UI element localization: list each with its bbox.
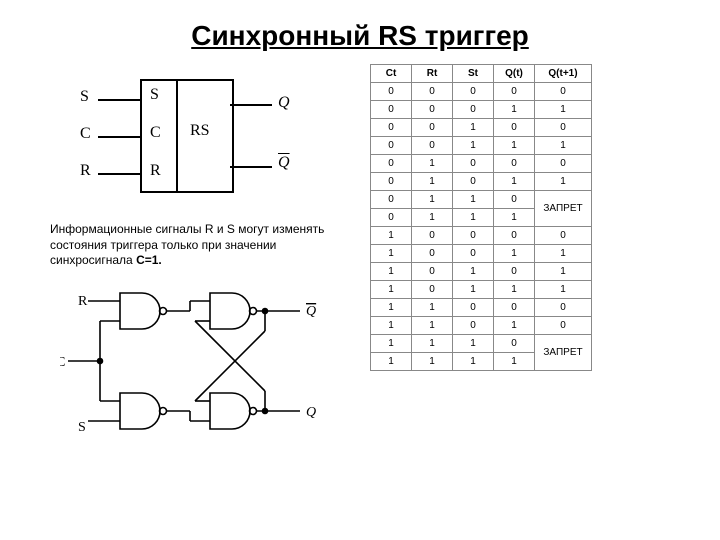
truth-table: CtRtStQ(t)Q(t+1) 00000000110010000111010… — [370, 64, 592, 371]
page-title: Синхронный RS триггер — [40, 20, 680, 52]
truth-table-row: 01011 — [371, 173, 592, 191]
truth-table-row: 10011 — [371, 245, 592, 263]
truth-table-row: 10111 — [371, 281, 592, 299]
input-label-r: R — [80, 162, 91, 180]
truth-table-row: 01000 — [371, 155, 592, 173]
gate-circuit: R C S Q Q — [60, 281, 350, 446]
truth-table-header: St — [453, 65, 494, 83]
pin-label-s: S — [150, 86, 159, 104]
truth-table-row: 00000 — [371, 83, 592, 101]
output-q: Q — [278, 94, 290, 112]
truth-table-row: 11010 — [371, 317, 592, 335]
svg-text:C: C — [60, 355, 65, 370]
truth-table-row: 00011 — [371, 101, 592, 119]
input-label-s: S — [80, 88, 89, 106]
truth-table-row: 11000 — [371, 299, 592, 317]
svg-text:Q: Q — [306, 405, 316, 420]
truth-table-row: 10101 — [371, 263, 592, 281]
svg-text:R: R — [78, 294, 88, 309]
svg-text:Q: Q — [306, 304, 316, 319]
pin-label-r: R — [150, 162, 161, 180]
output-qbar: Q — [278, 154, 290, 172]
truth-table-row: 0110ЗАПРЕТ — [371, 191, 592, 209]
block-type-label: RS — [190, 122, 210, 140]
truth-table-header: Rt — [412, 65, 453, 83]
truth-table-row: 1110ЗАПРЕТ — [371, 335, 592, 353]
truth-table-row: 00111 — [371, 137, 592, 155]
truth-table-header: Ct — [371, 65, 412, 83]
description-text: Информационные сигналы R и S могут измен… — [50, 222, 350, 269]
truth-table-header: Q(t+1) — [535, 65, 592, 83]
truth-table-row: 10000 — [371, 227, 592, 245]
pin-label-c: C — [150, 124, 161, 142]
block-symbol: S C R S C R RS Q Q — [50, 74, 350, 204]
svg-text:S: S — [78, 420, 86, 435]
truth-table-header: Q(t) — [494, 65, 535, 83]
input-label-c: C — [80, 125, 91, 143]
truth-table-row: 00100 — [371, 119, 592, 137]
